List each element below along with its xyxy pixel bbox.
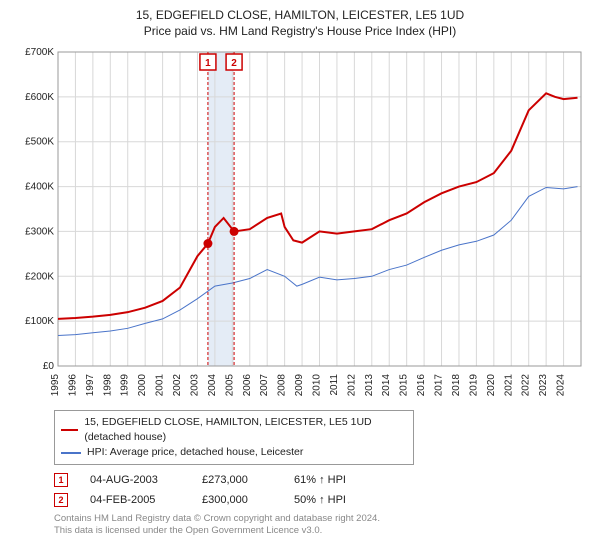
sale-delta: 61% ↑ HPI	[294, 474, 374, 486]
sale-row: 2 04-FEB-2005 £300,000 50% ↑ HPI	[54, 493, 588, 507]
legend-item: HPI: Average price, detached house, Leic…	[61, 445, 407, 460]
svg-text:2015: 2015	[399, 374, 410, 397]
svg-text:1997: 1997	[85, 374, 96, 397]
svg-text:2020: 2020	[486, 374, 497, 397]
legend-swatch	[61, 429, 78, 431]
legend-label: 15, EDGEFIELD CLOSE, HAMILTON, LEICESTER…	[84, 415, 407, 445]
svg-text:2019: 2019	[468, 374, 479, 397]
svg-text:2021: 2021	[503, 374, 514, 397]
svg-text:1996: 1996	[67, 374, 78, 397]
svg-text:2011: 2011	[329, 374, 340, 396]
chart-subtitle: Price paid vs. HM Land Registry's House …	[12, 24, 588, 38]
svg-text:2008: 2008	[277, 374, 288, 397]
svg-text:£400K: £400K	[25, 182, 54, 193]
sale-marker-box: 1	[54, 473, 68, 487]
sales-list: 1 04-AUG-2003 £273,000 61% ↑ HPI 2 04-FE…	[54, 473, 588, 507]
sale-row: 1 04-AUG-2003 £273,000 61% ↑ HPI	[54, 473, 588, 487]
svg-text:2005: 2005	[224, 374, 235, 397]
sale-delta: 50% ↑ HPI	[294, 494, 374, 506]
svg-text:£500K: £500K	[25, 137, 54, 148]
sale-date: 04-AUG-2003	[90, 474, 180, 486]
footer-line: This data is licensed under the Open Gov…	[54, 525, 564, 537]
svg-text:2004: 2004	[207, 374, 218, 397]
svg-text:1999: 1999	[120, 374, 131, 397]
svg-text:2022: 2022	[521, 374, 532, 397]
svg-text:£200K: £200K	[25, 271, 54, 282]
chart-title: 15, EDGEFIELD CLOSE, HAMILTON, LEICESTER…	[12, 8, 588, 22]
svg-text:1: 1	[205, 58, 211, 69]
sale-price: £300,000	[202, 494, 272, 506]
footer-line: Contains HM Land Registry data © Crown c…	[54, 513, 564, 525]
svg-text:2023: 2023	[538, 374, 549, 397]
svg-text:£0: £0	[43, 361, 55, 372]
footer: Contains HM Land Registry data © Crown c…	[54, 513, 564, 537]
svg-text:2001: 2001	[155, 374, 166, 397]
svg-text:2014: 2014	[381, 374, 392, 397]
svg-text:£700K: £700K	[25, 47, 54, 58]
sale-date: 04-FEB-2005	[90, 494, 180, 506]
svg-text:1995: 1995	[50, 374, 61, 397]
line-chart: £0 £100K £200K £300K £400K £500K £600K £700K 199…	[12, 46, 587, 404]
svg-text:2003: 2003	[189, 374, 200, 397]
svg-text:2: 2	[231, 58, 237, 69]
svg-text:2006: 2006	[242, 374, 253, 397]
svg-text:2009: 2009	[294, 374, 305, 397]
svg-text:2007: 2007	[259, 374, 270, 397]
legend-swatch	[61, 452, 81, 454]
svg-text:2018: 2018	[451, 374, 462, 397]
svg-text:2013: 2013	[364, 374, 375, 397]
svg-text:2012: 2012	[346, 374, 357, 397]
svg-text:2002: 2002	[172, 374, 183, 397]
svg-text:2024: 2024	[556, 374, 567, 397]
legend-item: 15, EDGEFIELD CLOSE, HAMILTON, LEICESTER…	[61, 415, 407, 445]
sale-marker-box: 2	[54, 493, 68, 507]
sale-price: £273,000	[202, 474, 272, 486]
legend: 15, EDGEFIELD CLOSE, HAMILTON, LEICESTER…	[54, 410, 414, 465]
chart-area: £0 £100K £200K £300K £400K £500K £600K £700K 199…	[12, 46, 587, 404]
svg-text:1998: 1998	[102, 374, 113, 397]
svg-text:£100K: £100K	[25, 316, 54, 327]
svg-text:2010: 2010	[312, 374, 323, 397]
svg-text:£300K: £300K	[25, 226, 54, 237]
svg-text:2017: 2017	[434, 374, 445, 397]
legend-label: HPI: Average price, detached house, Leic…	[87, 445, 303, 460]
svg-text:2000: 2000	[137, 374, 148, 397]
svg-text:£600K: £600K	[25, 92, 54, 103]
svg-text:2016: 2016	[416, 374, 427, 397]
